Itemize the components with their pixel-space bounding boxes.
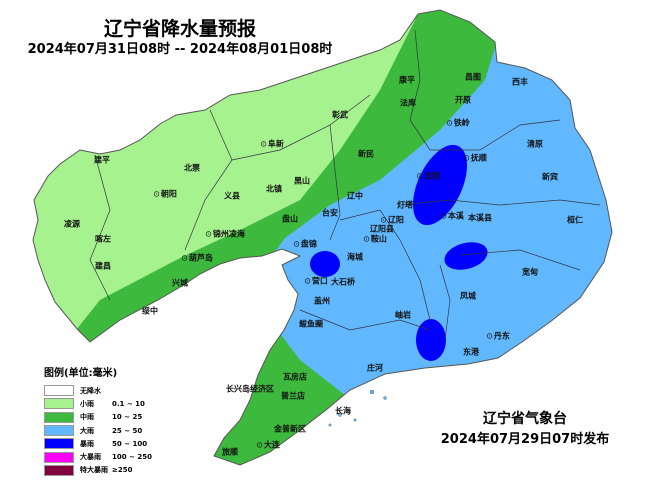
place-label: 新宾 — [542, 172, 558, 182]
place-label: 辽阳 — [380, 215, 404, 226]
place-label: 抚顺 — [463, 153, 487, 164]
legend-swatch — [44, 464, 74, 476]
place-label: 铁岭 — [446, 118, 470, 129]
place-label: 鲅鱼圈 — [299, 319, 323, 329]
place-label: 盘锦 — [293, 239, 317, 250]
legend-swatch — [44, 398, 74, 410]
place-label: 灯塔 — [397, 200, 413, 210]
legend-title: 图例(单位:毫米) — [44, 368, 118, 379]
place-label: 北票 — [184, 163, 200, 173]
place-label: 庄河 — [367, 363, 383, 373]
legend-item: 大雨 25 ~ 50 — [44, 424, 152, 437]
legend-range: 50 ~ 100 — [112, 439, 148, 448]
legend-label: 小雨 — [80, 399, 94, 408]
legend-label: 特大暴雨 — [80, 466, 108, 475]
place-label: 丹东 — [486, 331, 510, 342]
place-label: 开原 — [455, 95, 471, 105]
legend-label: 大暴雨 — [80, 453, 101, 462]
islands — [328, 389, 387, 427]
rainstorm-area-shenyang-fushun — [413, 144, 467, 226]
place-label: 阜新 — [260, 139, 284, 150]
legend-label: 大雨 — [80, 426, 94, 435]
place-label: 盘山 — [282, 214, 298, 224]
place-label: 凤城 — [460, 291, 476, 301]
place-label: 法库 — [400, 98, 416, 108]
place-label: 绥中 — [142, 306, 158, 316]
place-label: 台安 — [322, 208, 338, 218]
legend: 图例(单位:毫米) 无降水小雨 0.1 ~ 10 中雨 10 ~ 25 大雨 25 ~ 5… — [44, 364, 152, 477]
place-label: 北镇 — [266, 184, 282, 194]
place-label: 盖州 — [314, 296, 330, 306]
rainstorm-area-dandong — [416, 319, 446, 361]
place-label: 黑山 — [294, 176, 310, 186]
place-label: 沈阳 — [416, 171, 440, 182]
place-label: 葫芦岛 — [181, 253, 213, 264]
legend-range: 100 ~ 250 — [112, 453, 152, 462]
county-boundaries — [89, 29, 601, 341]
legend-swatch — [44, 385, 74, 397]
legend-range: ≥250 — [112, 466, 133, 475]
place-label: 建昌 — [95, 261, 111, 271]
legend-swatch — [44, 438, 74, 450]
place-label: 大石桥 — [331, 277, 355, 287]
issuer: 辽宁省气象台 — [483, 411, 567, 427]
place-label: 义县 — [224, 191, 240, 201]
legend-item: 暴雨 50 ~ 100 — [44, 437, 152, 450]
place-label: 兴城 — [172, 278, 188, 288]
legend-label: 中雨 — [80, 413, 94, 422]
legend-swatch — [44, 411, 74, 423]
place-label: 大连 — [256, 440, 280, 451]
place-label: 清原 — [527, 139, 543, 149]
legend-item: 无降水 — [44, 384, 152, 397]
place-label: 旅顺 — [222, 447, 238, 457]
legend-label: 暴雨 — [80, 439, 94, 448]
legend-swatch — [44, 425, 74, 437]
place-label: 本溪 — [440, 211, 464, 222]
legend-range: 0.1 ~ 10 — [112, 399, 145, 408]
place-label: 彰武 — [332, 110, 348, 120]
place-label: 营口 — [304, 276, 328, 287]
place-label: 朝阳 — [153, 189, 177, 200]
place-label: 辽中 — [347, 191, 363, 201]
issue-time: 2024年07月29日07时发布 — [440, 432, 610, 447]
place-label: 建平 — [94, 155, 110, 165]
map-title: 辽宁省降水量预报 — [103, 18, 256, 40]
forecast-period: 2024年07月31日08时 -- 2024年08月01日08时 — [27, 42, 333, 57]
legend-item: 大暴雨 100 ~ 250 — [44, 450, 152, 463]
legend-range: 10 ~ 25 — [112, 413, 143, 422]
place-label: 长海 — [335, 406, 351, 416]
place-label: 金普新区 — [274, 424, 306, 434]
rainstorm-area-benxi — [444, 242, 488, 270]
place-label: 本溪县 — [468, 213, 492, 223]
legend-item: 中雨 10 ~ 25 — [44, 411, 152, 424]
rainstorm-area-yingkou — [310, 251, 340, 277]
place-label: 辽阳县 — [370, 224, 394, 234]
place-label: 东港 — [463, 347, 479, 357]
place-label: 宽甸 — [522, 267, 538, 277]
place-label: 长兴岛经济区 — [226, 384, 274, 394]
legend-range: 25 ~ 50 — [112, 426, 143, 435]
place-label: 凌源 — [64, 219, 80, 229]
place-label: 康平 — [399, 75, 415, 85]
legend-label: 无降水 — [80, 386, 101, 395]
place-label: 鞍山 — [363, 234, 387, 245]
legend-swatch — [44, 451, 74, 463]
legend-item: 特大暴雨 ≥250 — [44, 464, 152, 477]
place-label: 锦州凌海 — [205, 229, 245, 240]
place-label: 岫岩 — [395, 310, 411, 320]
place-label: 海城 — [347, 252, 363, 262]
place-label: 普兰店 — [281, 391, 305, 401]
legend-item: 小雨 0.1 ~ 10 — [44, 397, 152, 410]
place-label: 桓仁 — [567, 215, 583, 225]
place-label: 新民 — [358, 149, 374, 159]
place-label: 喀左 — [95, 234, 111, 244]
place-label: 瓦房店 — [283, 372, 307, 382]
place-label: 昌图 — [465, 72, 481, 82]
place-label: 西丰 — [512, 77, 528, 87]
